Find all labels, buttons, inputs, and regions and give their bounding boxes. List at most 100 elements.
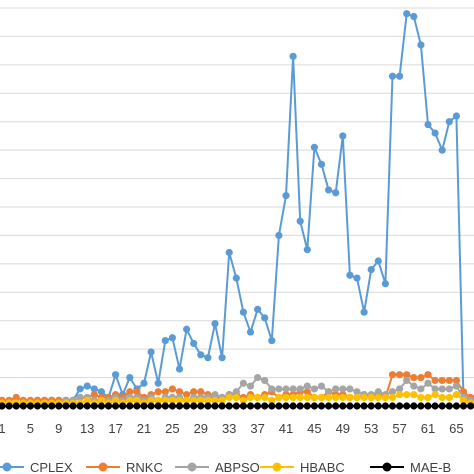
data-point bbox=[175, 388, 184, 396]
data-point bbox=[254, 373, 262, 382]
data-point bbox=[5, 402, 13, 410]
legend-label: HBABC bbox=[300, 460, 345, 474]
data-point bbox=[83, 396, 91, 404]
data-point bbox=[204, 396, 212, 404]
data-point bbox=[296, 217, 304, 225]
data-point bbox=[26, 402, 34, 410]
data-point bbox=[317, 382, 326, 390]
data-point bbox=[204, 354, 212, 362]
data-point bbox=[396, 391, 404, 399]
x-tick-label: 61 bbox=[421, 421, 435, 436]
data-point bbox=[154, 396, 162, 404]
data-point bbox=[239, 379, 247, 387]
data-point bbox=[232, 402, 240, 410]
data-point bbox=[161, 388, 169, 396]
legend-swatch-marker bbox=[98, 462, 108, 472]
x-tick-label: 1 bbox=[0, 421, 6, 436]
x-tick-label: 13 bbox=[80, 421, 94, 436]
data-point bbox=[353, 388, 361, 396]
data-point bbox=[76, 393, 84, 402]
data-point bbox=[112, 396, 120, 404]
data-point bbox=[467, 402, 474, 410]
data-point bbox=[360, 402, 368, 410]
data-point bbox=[374, 257, 382, 265]
data-point bbox=[339, 393, 347, 402]
data-point bbox=[346, 402, 354, 410]
data-point bbox=[438, 393, 446, 402]
data-point bbox=[282, 385, 290, 393]
data-point bbox=[346, 271, 354, 279]
x-tick-label: 37 bbox=[250, 421, 264, 436]
data-point bbox=[417, 373, 425, 382]
data-point bbox=[339, 385, 347, 393]
data-point bbox=[459, 402, 468, 410]
data-point bbox=[197, 388, 205, 396]
gridlines bbox=[0, 7, 474, 407]
data-point bbox=[374, 402, 382, 410]
data-point bbox=[289, 52, 297, 60]
data-point bbox=[225, 393, 233, 402]
data-point bbox=[97, 388, 105, 396]
x-tick-label: 33 bbox=[222, 421, 236, 436]
data-point bbox=[296, 393, 304, 402]
x-tick-label: 25 bbox=[165, 421, 179, 436]
data-point bbox=[417, 393, 425, 402]
data-point bbox=[282, 393, 290, 402]
data-point bbox=[396, 371, 404, 379]
data-point bbox=[410, 373, 418, 382]
data-point bbox=[112, 371, 120, 379]
data-point bbox=[239, 396, 247, 404]
data-point bbox=[161, 402, 169, 410]
data-point bbox=[403, 402, 411, 410]
data-point bbox=[147, 396, 155, 404]
data-point bbox=[282, 192, 290, 200]
data-point bbox=[445, 376, 453, 385]
legend-label: CPLEX bbox=[30, 460, 73, 474]
data-point bbox=[367, 265, 375, 274]
data-point bbox=[410, 391, 418, 399]
data-point bbox=[325, 393, 333, 402]
x-axis-ticks: 1 5 9 13 17 21 25 29 33 37 41 45 49 53 57 61 65 bbox=[0, 421, 464, 436]
data-point bbox=[133, 388, 141, 396]
data-point bbox=[12, 393, 20, 402]
data-point bbox=[246, 382, 255, 390]
data-point bbox=[367, 402, 375, 410]
data-point bbox=[19, 402, 27, 410]
data-point bbox=[325, 388, 333, 396]
data-point bbox=[168, 402, 176, 410]
data-point bbox=[69, 402, 77, 410]
data-point bbox=[268, 402, 276, 410]
data-point bbox=[374, 388, 382, 396]
data-point bbox=[317, 160, 326, 168]
x-tick-label: 57 bbox=[392, 421, 406, 436]
data-point bbox=[97, 402, 105, 410]
data-point bbox=[410, 12, 418, 21]
data-point bbox=[367, 393, 375, 402]
data-point bbox=[396, 385, 404, 393]
data-point bbox=[190, 388, 198, 396]
data-point bbox=[438, 385, 446, 393]
data-point bbox=[410, 382, 418, 390]
data-point bbox=[218, 354, 226, 362]
data-point bbox=[268, 337, 276, 345]
data-point bbox=[410, 402, 418, 410]
data-point bbox=[112, 402, 120, 410]
data-point bbox=[303, 246, 311, 254]
data-point bbox=[353, 402, 361, 410]
data-point bbox=[438, 376, 446, 385]
data-point bbox=[431, 129, 439, 137]
data-point bbox=[431, 402, 439, 410]
series-lines bbox=[0, 10, 474, 410]
data-point bbox=[232, 388, 240, 396]
data-point bbox=[268, 385, 276, 393]
data-point bbox=[168, 385, 176, 393]
legend: CPLEX RNKC ABPSO HBABC MAE-B bbox=[0, 460, 451, 474]
data-point bbox=[303, 388, 311, 396]
data-point bbox=[175, 396, 184, 404]
x-tick-label: 5 bbox=[27, 421, 34, 436]
data-point bbox=[396, 402, 404, 410]
data-point bbox=[424, 402, 432, 410]
legend-label: ABPSO bbox=[215, 460, 260, 474]
data-point bbox=[289, 393, 297, 402]
data-point bbox=[211, 391, 219, 399]
